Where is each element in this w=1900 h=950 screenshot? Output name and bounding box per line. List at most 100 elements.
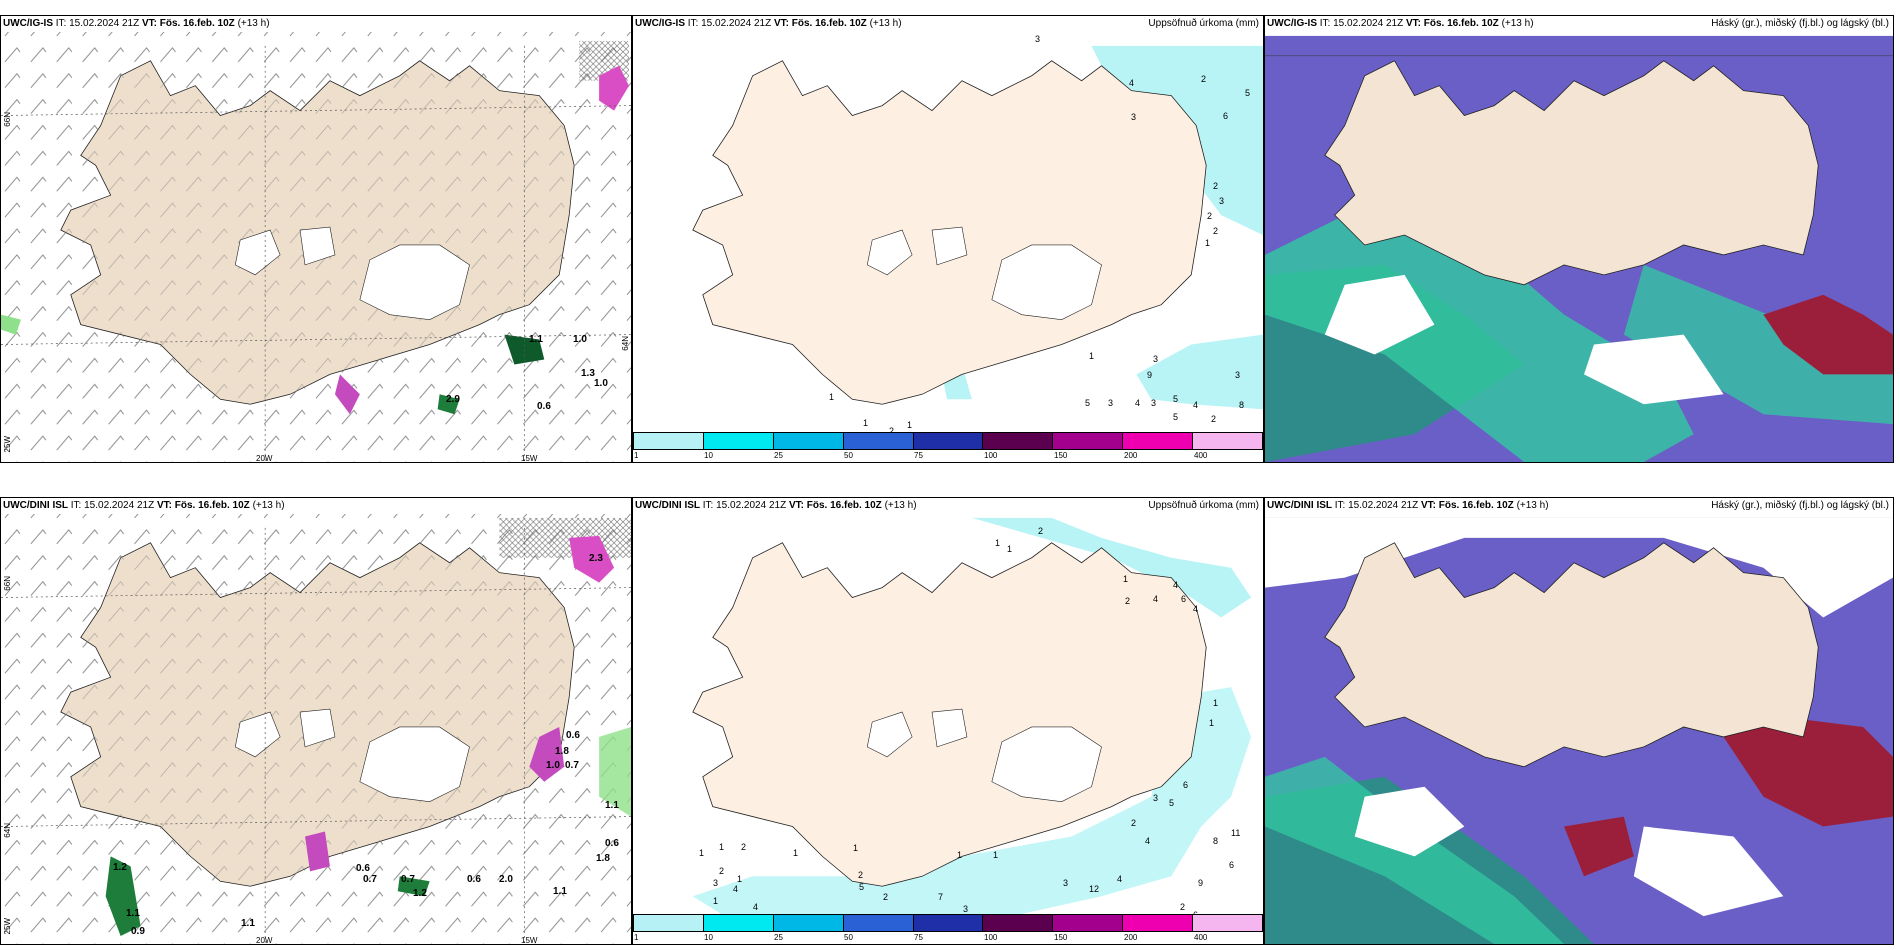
colorbar-label: 100 — [984, 933, 998, 942]
wind-value: 1.1 — [241, 918, 255, 929]
colorbar-label: 150 — [1054, 933, 1068, 942]
precip-value: 4 — [1145, 836, 1151, 846]
precip-value: 5 — [1173, 394, 1179, 404]
precip-value: 4 — [733, 884, 739, 894]
precip-value: 1 — [713, 896, 719, 906]
lon-label-20w: 20W — [256, 454, 273, 463]
precip-value: 1 — [957, 850, 963, 860]
precip-value: 3 — [1035, 34, 1041, 44]
precip-value: 4 — [1153, 594, 1159, 604]
colorbar-label: 400 — [1194, 933, 1208, 942]
precip-value: 1 — [995, 538, 1001, 548]
precip-value: 4 — [1193, 604, 1199, 614]
precip-value: 1 — [719, 842, 725, 852]
colorbar-swatch — [1123, 433, 1194, 449]
panel-dini-wind: UWC/DINI ISL IT: 15.02.2024 21Z VT: Fös.… — [0, 497, 632, 945]
colorbar-swatch — [913, 915, 984, 931]
wind-value: 2.0 — [499, 874, 513, 885]
colorbar-swatch — [703, 433, 774, 449]
wind-value: 0.6 — [467, 874, 481, 885]
lat-label-66n: 66N — [3, 576, 12, 591]
colorbar-swatch — [634, 433, 704, 449]
vt-label: VT: — [1420, 500, 1436, 511]
it-label: IT: — [1334, 500, 1346, 511]
precip-value: 6 — [1223, 111, 1229, 121]
glacier-hofsjokull — [299, 226, 336, 266]
it-label: IT: — [702, 500, 714, 511]
precip-value: 2 — [1125, 596, 1131, 606]
wind-value: 1.0 — [573, 334, 587, 345]
precip-value: 3 — [1063, 878, 1069, 888]
it-value: 15.02.2024 21Z — [1333, 18, 1404, 29]
it-label: IT: — [687, 18, 699, 29]
wind-value: 0.6 — [605, 838, 619, 849]
precip-value: 3 — [963, 904, 969, 914]
wind-value: 1.8 — [555, 746, 569, 757]
precip-value: 1 — [829, 392, 835, 402]
colorbar-label: 25 — [774, 933, 783, 942]
colorbar-label: 25 — [774, 451, 783, 460]
colorbar-label: 75 — [914, 451, 923, 460]
wind-value: 0.6 — [566, 730, 580, 741]
precip-value: 2 — [889, 426, 895, 436]
lead-time: (+13 h) — [1501, 18, 1534, 29]
precip-value: 4 — [1129, 78, 1135, 88]
precip-value: 2 — [1213, 181, 1219, 191]
precip-value: 1 — [699, 848, 705, 858]
colorbar-label: 200 — [1124, 451, 1138, 460]
precip-value: 3 — [1235, 370, 1241, 380]
wind-value: 1.0 — [594, 378, 608, 389]
lead-time: (+13 h) — [237, 18, 270, 29]
precip-value: 2 — [1180, 902, 1186, 912]
wind-value: 0.7 — [401, 874, 415, 885]
precip-value: 4 — [1117, 874, 1123, 884]
vt-label: VT: — [788, 500, 804, 511]
precip-value: 3 — [1153, 793, 1159, 803]
precip-value: 2 — [1201, 74, 1207, 84]
it-value: 15.02.2024 21Z — [716, 500, 787, 511]
lon-label-15w: 15W — [521, 454, 538, 463]
precip-value: 3 — [713, 878, 719, 888]
panel-variable-title: Háský (gr.), miðský (fj.bl.) og lágský (… — [1711, 500, 1889, 511]
precip-value: 3 — [1153, 354, 1159, 364]
precip-value: 3 — [1219, 196, 1225, 206]
panel-title: UWC/IG-IS IT: 15.02.2024 21Z VT: Fös. 16… — [1, 16, 631, 32]
colorbar-label: 150 — [1054, 451, 1068, 460]
precip-value: 11 — [1231, 828, 1241, 838]
wind-value: 1.2 — [413, 888, 427, 899]
colorbar-label: 50 — [844, 933, 853, 942]
precip-value: 8 — [1213, 836, 1219, 846]
it-value: 15.02.2024 21Z — [701, 18, 772, 29]
colorbar-swatch — [1123, 915, 1194, 931]
colorbar-label: 1 — [634, 451, 639, 460]
precip-value: 5 — [1169, 798, 1175, 808]
lat-label-66n: 66N — [3, 112, 12, 127]
colorbar-swatch — [913, 433, 984, 449]
wind-map — [1, 498, 631, 944]
precip-value: 9 — [1147, 370, 1153, 380]
colorbar-swatch — [1053, 433, 1124, 449]
lead-time: (+13 h) — [869, 18, 902, 29]
precip-value: 8 — [1239, 400, 1245, 410]
iceland-land — [1324, 542, 1819, 768]
model-name: UWC/IG-IS — [1267, 18, 1317, 29]
precip-value: 6 — [1229, 860, 1235, 870]
colorbar-swatch — [1193, 915, 1263, 931]
lon-label-25w: 25W — [3, 918, 12, 935]
it-label: IT: — [55, 18, 67, 29]
lon-label-20w: 20W — [256, 936, 273, 945]
model-name: UWC/IG-IS — [3, 18, 53, 29]
precip-value: 4 — [1193, 400, 1199, 410]
precip-value: 1 — [1205, 238, 1211, 248]
lead-time: (+13 h) — [884, 500, 917, 511]
precip-value: 2 — [741, 842, 747, 852]
precip-value: 6 — [1181, 594, 1187, 604]
lon-label-25w: 25W — [3, 436, 12, 453]
wind-value: 0.9 — [131, 926, 145, 937]
precip-value: 2 — [1038, 526, 1044, 536]
lead-time: (+13 h) — [252, 500, 285, 511]
precip-value: 1 — [863, 418, 869, 428]
vt-value: Fös. 16.feb. 10Z — [1438, 500, 1514, 511]
panel-variable-title: Háský (gr.), miðský (fj.bl.) og lágský (… — [1711, 18, 1889, 29]
panel-title: UWC/IG-IS IT: 15.02.2024 21Z VT: Fös. 16… — [633, 16, 1263, 32]
